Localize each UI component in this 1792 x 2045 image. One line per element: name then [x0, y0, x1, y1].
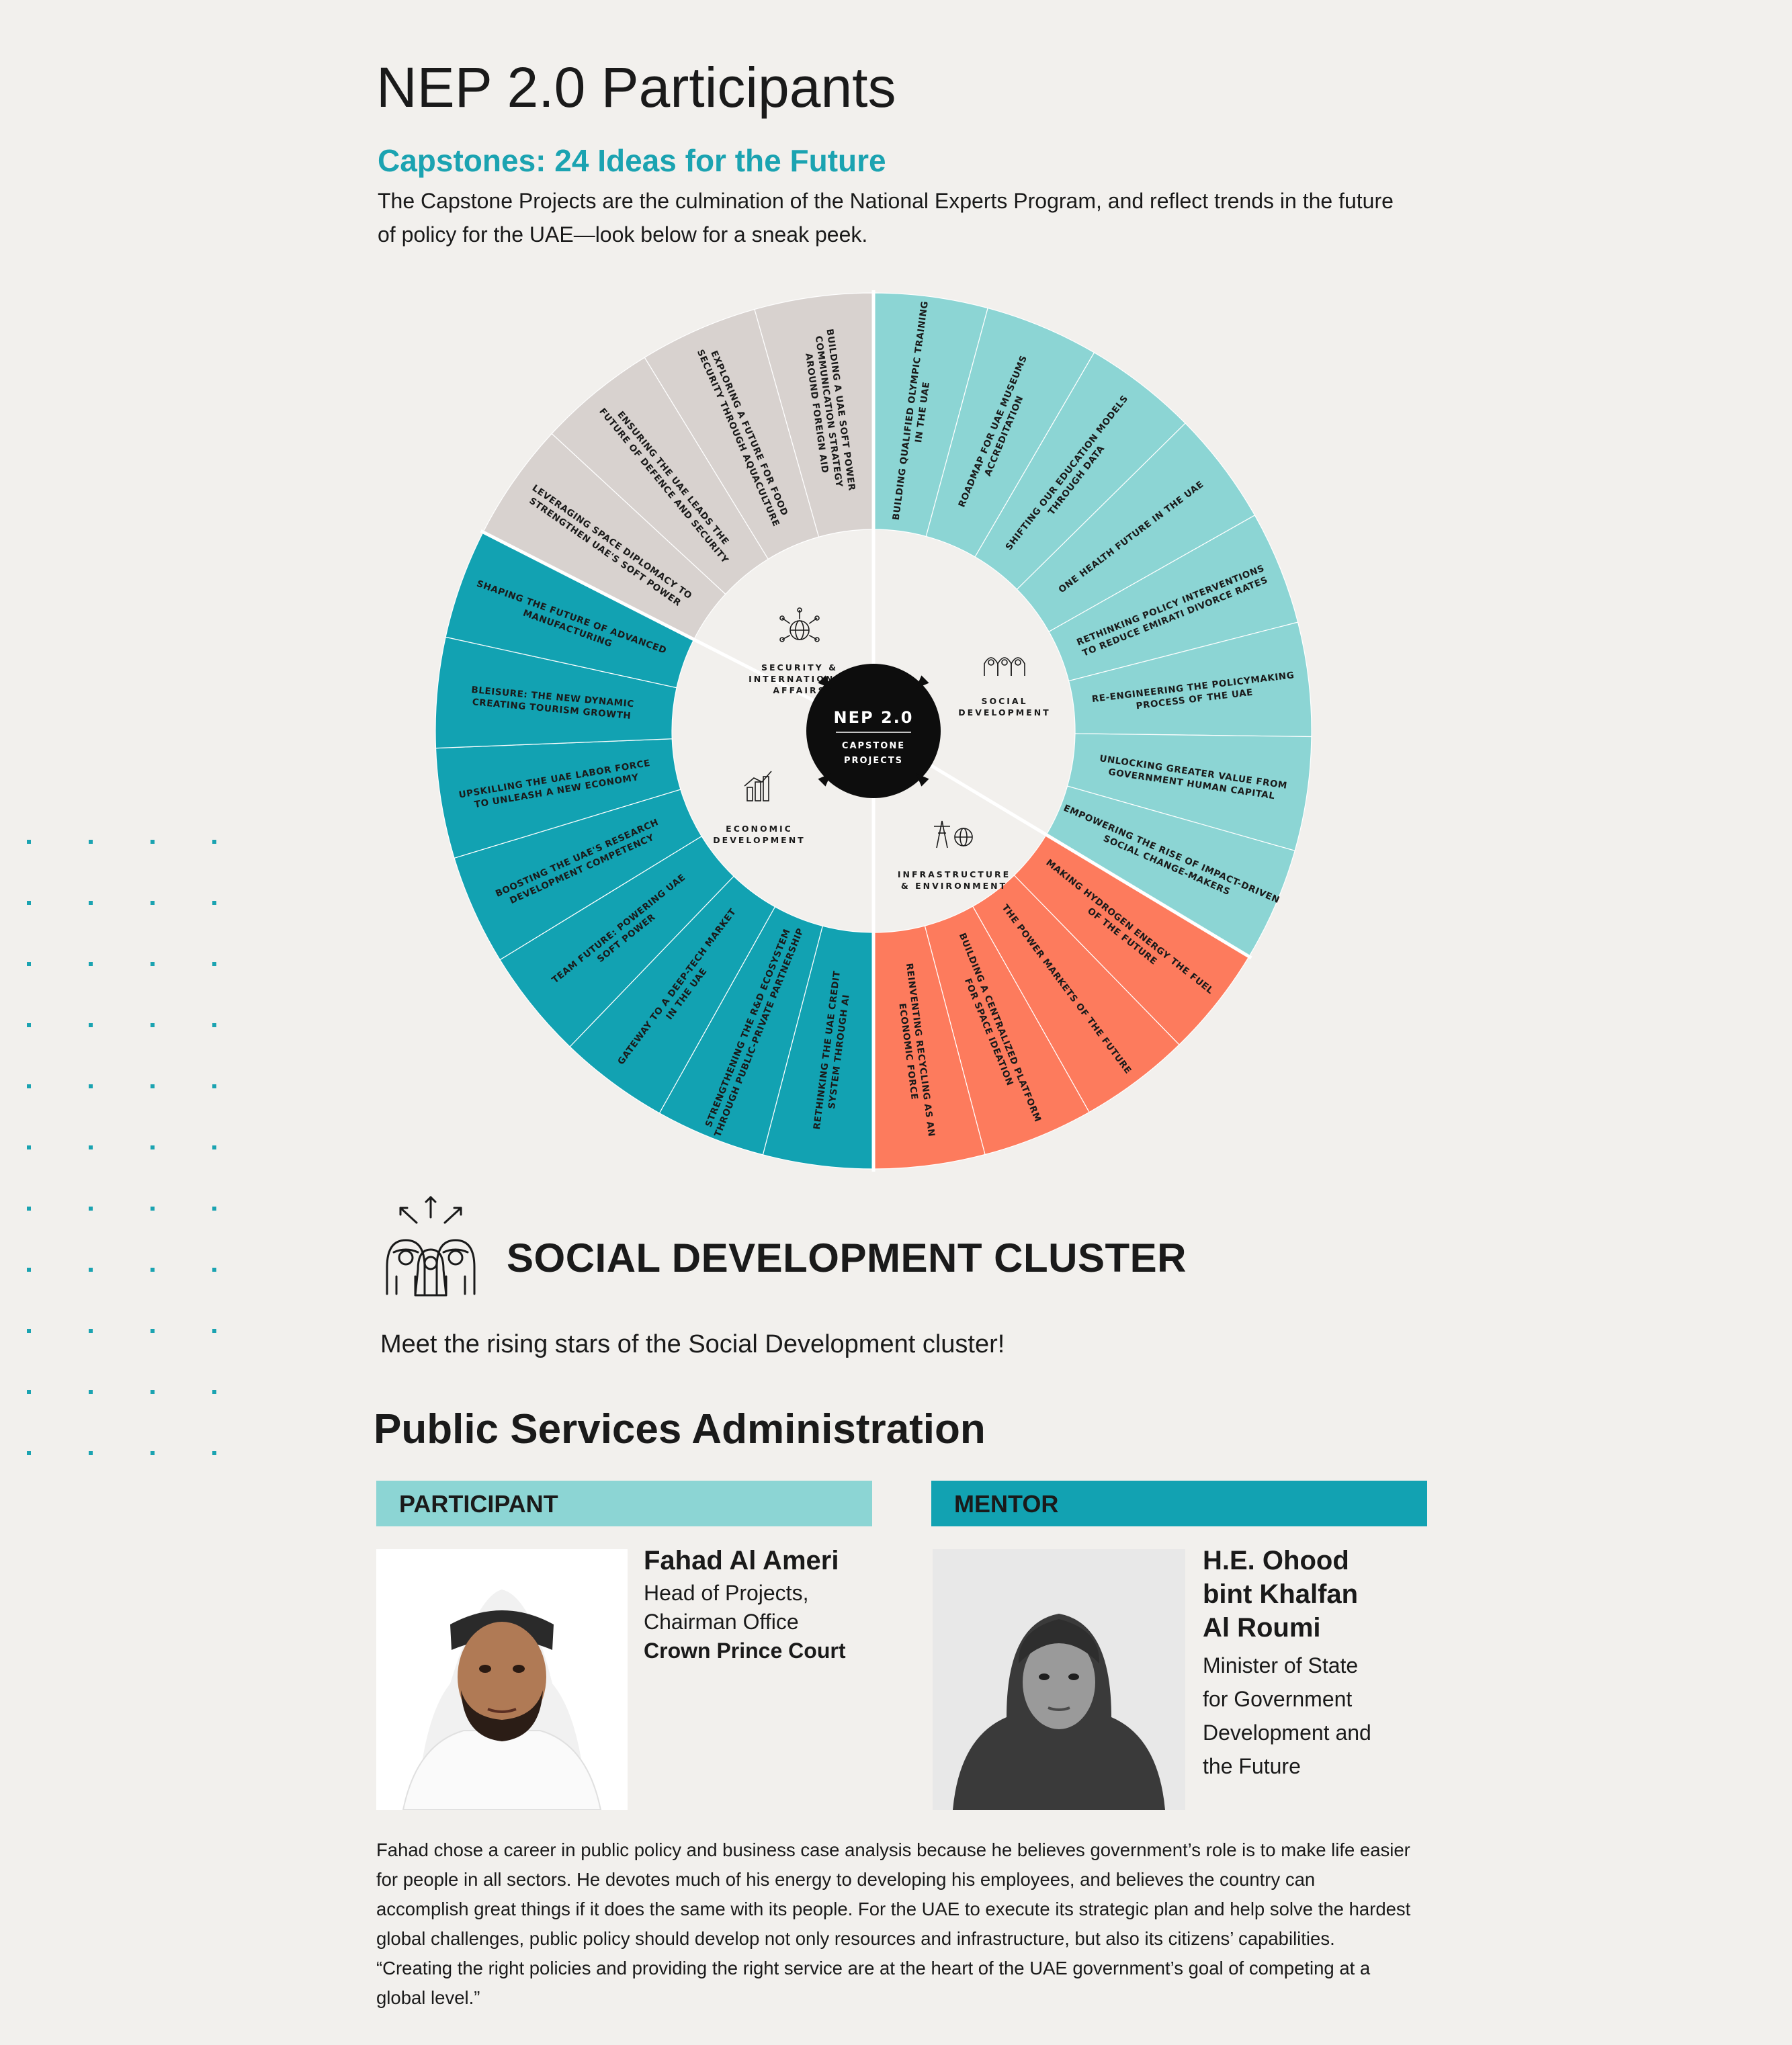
decorative-dot: [27, 1451, 31, 1455]
participant-organization: Crown Prince Court: [644, 1639, 846, 1663]
cluster-label-line: & ENVIRONMENT: [901, 881, 1007, 891]
cluster-label-infrastructure: INFRASTRUCTURE & ENVIRONMENT: [898, 820, 1011, 891]
cluster-label-line: INFRASTRUCTURE: [898, 869, 1011, 879]
cluster-label-line: DEVELOPMENT: [958, 707, 1050, 717]
decorative-dot: [27, 1329, 31, 1333]
participant-role-line1: Head of Projects,: [644, 1581, 809, 1605]
mentor-title-line3: Development and: [1203, 1721, 1371, 1745]
decorative-dot: [212, 1207, 216, 1211]
mentor-heading-bar: MENTOR: [931, 1481, 1427, 1526]
decorative-dot: [212, 840, 216, 844]
decorative-dot: [89, 1023, 93, 1027]
participant-heading-bar: PARTICIPANT: [376, 1481, 872, 1526]
cluster-label-line: ECONOMIC: [726, 824, 793, 834]
mentor-portrait-icon: [933, 1549, 1185, 1810]
decorative-dot: [89, 840, 93, 844]
mentor-name-line2: bint Khalfan: [1203, 1579, 1359, 1609]
center-title: NEP 2.0: [834, 708, 914, 727]
participant-portrait-icon: [376, 1549, 628, 1810]
decorative-dot: [212, 1023, 216, 1027]
decorative-dot: [89, 1145, 93, 1149]
decorative-dot: [151, 840, 155, 844]
page-title: NEP 2.0 Participants: [376, 56, 896, 119]
globe-network-icon: [779, 607, 820, 642]
entity-heading: Public Services Administration: [374, 1406, 986, 1452]
decorative-dot: [27, 901, 31, 905]
decorative-dot-grid: [27, 840, 228, 1471]
decorative-dot: [89, 1084, 93, 1088]
mentor-name-line3: Al Roumi: [1203, 1613, 1321, 1643]
participant-bio: Fahad chose a career in public policy an…: [376, 1839, 1411, 2008]
decorative-dot: [27, 962, 31, 966]
center-subtitle-line1: CAPSTONE: [842, 741, 905, 751]
decorative-dot: [27, 1084, 31, 1088]
decorative-dot: [89, 1329, 93, 1333]
decorative-dot: [212, 1084, 216, 1088]
decorative-dot: [27, 1207, 31, 1211]
decorative-dot: [151, 901, 155, 905]
decorative-dot: [151, 1390, 155, 1394]
decorative-dot: [151, 1145, 155, 1149]
decorative-dot: [151, 1023, 155, 1027]
center-subtitle-line2: PROJECTS: [844, 756, 903, 766]
decorative-dot: [212, 962, 216, 966]
decorative-dot: [212, 1145, 216, 1149]
decorative-dot: [212, 1268, 216, 1272]
decorative-dot: [151, 1207, 155, 1211]
cluster-label-line: AFFAIRS: [773, 685, 826, 695]
decorative-dot: [89, 1451, 93, 1455]
decorative-dot: [151, 1268, 155, 1272]
decorative-dot: [151, 1084, 155, 1088]
mentor-title-line4: the Future: [1203, 1754, 1301, 1778]
decorative-dot: [89, 1390, 93, 1394]
participant-heading: PARTICIPANT: [399, 1490, 558, 1518]
tower-globe-icon: [934, 820, 973, 849]
cluster-label-line: SECURITY &: [761, 662, 838, 672]
cluster-title: SOCIAL DEVELOPMENT CLUSTER: [507, 1235, 1187, 1280]
mentor-name-line1: H.E. Ohood: [1203, 1546, 1349, 1575]
decorative-dot: [89, 1268, 93, 1272]
participant-photo: [376, 1549, 628, 1810]
decorative-dot: [27, 840, 31, 844]
page-subtitle: Capstones: 24 Ideas for the Future: [378, 143, 886, 178]
decorative-dot: [27, 1023, 31, 1027]
mentor-photo: [933, 1549, 1185, 1810]
cluster-divider: [480, 529, 875, 733]
decorative-dot: [89, 901, 93, 905]
decorative-dot: [27, 1145, 31, 1149]
decorative-dot: [151, 1451, 155, 1455]
mentor-heading: MENTOR: [954, 1490, 1059, 1518]
cluster-label-line: SOCIAL: [981, 696, 1027, 706]
cluster-divider: [872, 729, 1252, 960]
decorative-dot: [212, 1451, 216, 1455]
center-badge: NEP 2.0 CAPSTONE PROJECTS: [806, 664, 941, 798]
mentor-title-line1: Minister of State: [1203, 1653, 1359, 1678]
people-arrows-icon: [386, 1196, 476, 1297]
participant-role-line2: Chairman Office: [644, 1610, 799, 1634]
decorative-dot: [212, 1390, 216, 1394]
intro-paragraph: The Capstone Projects are the culminatio…: [378, 189, 1394, 247]
cluster-label-line: DEVELOPMENT: [713, 835, 805, 845]
decorative-dot: [212, 901, 216, 905]
decorative-dot: [151, 962, 155, 966]
decorative-dot: [27, 1268, 31, 1272]
decorative-dot: [27, 1390, 31, 1394]
bar-chart-icon: [744, 771, 772, 801]
decorative-dot: [89, 962, 93, 966]
participant-name: Fahad Al Ameri: [644, 1546, 839, 1575]
mentor-title-line2: for Government: [1203, 1687, 1353, 1711]
decorative-dot: [212, 1329, 216, 1333]
decorative-dot: [89, 1207, 93, 1211]
people-icon: [984, 657, 1025, 676]
decorative-dot: [151, 1329, 155, 1333]
cluster-tagline: Meet the rising stars of the Social Deve…: [380, 1330, 1005, 1358]
